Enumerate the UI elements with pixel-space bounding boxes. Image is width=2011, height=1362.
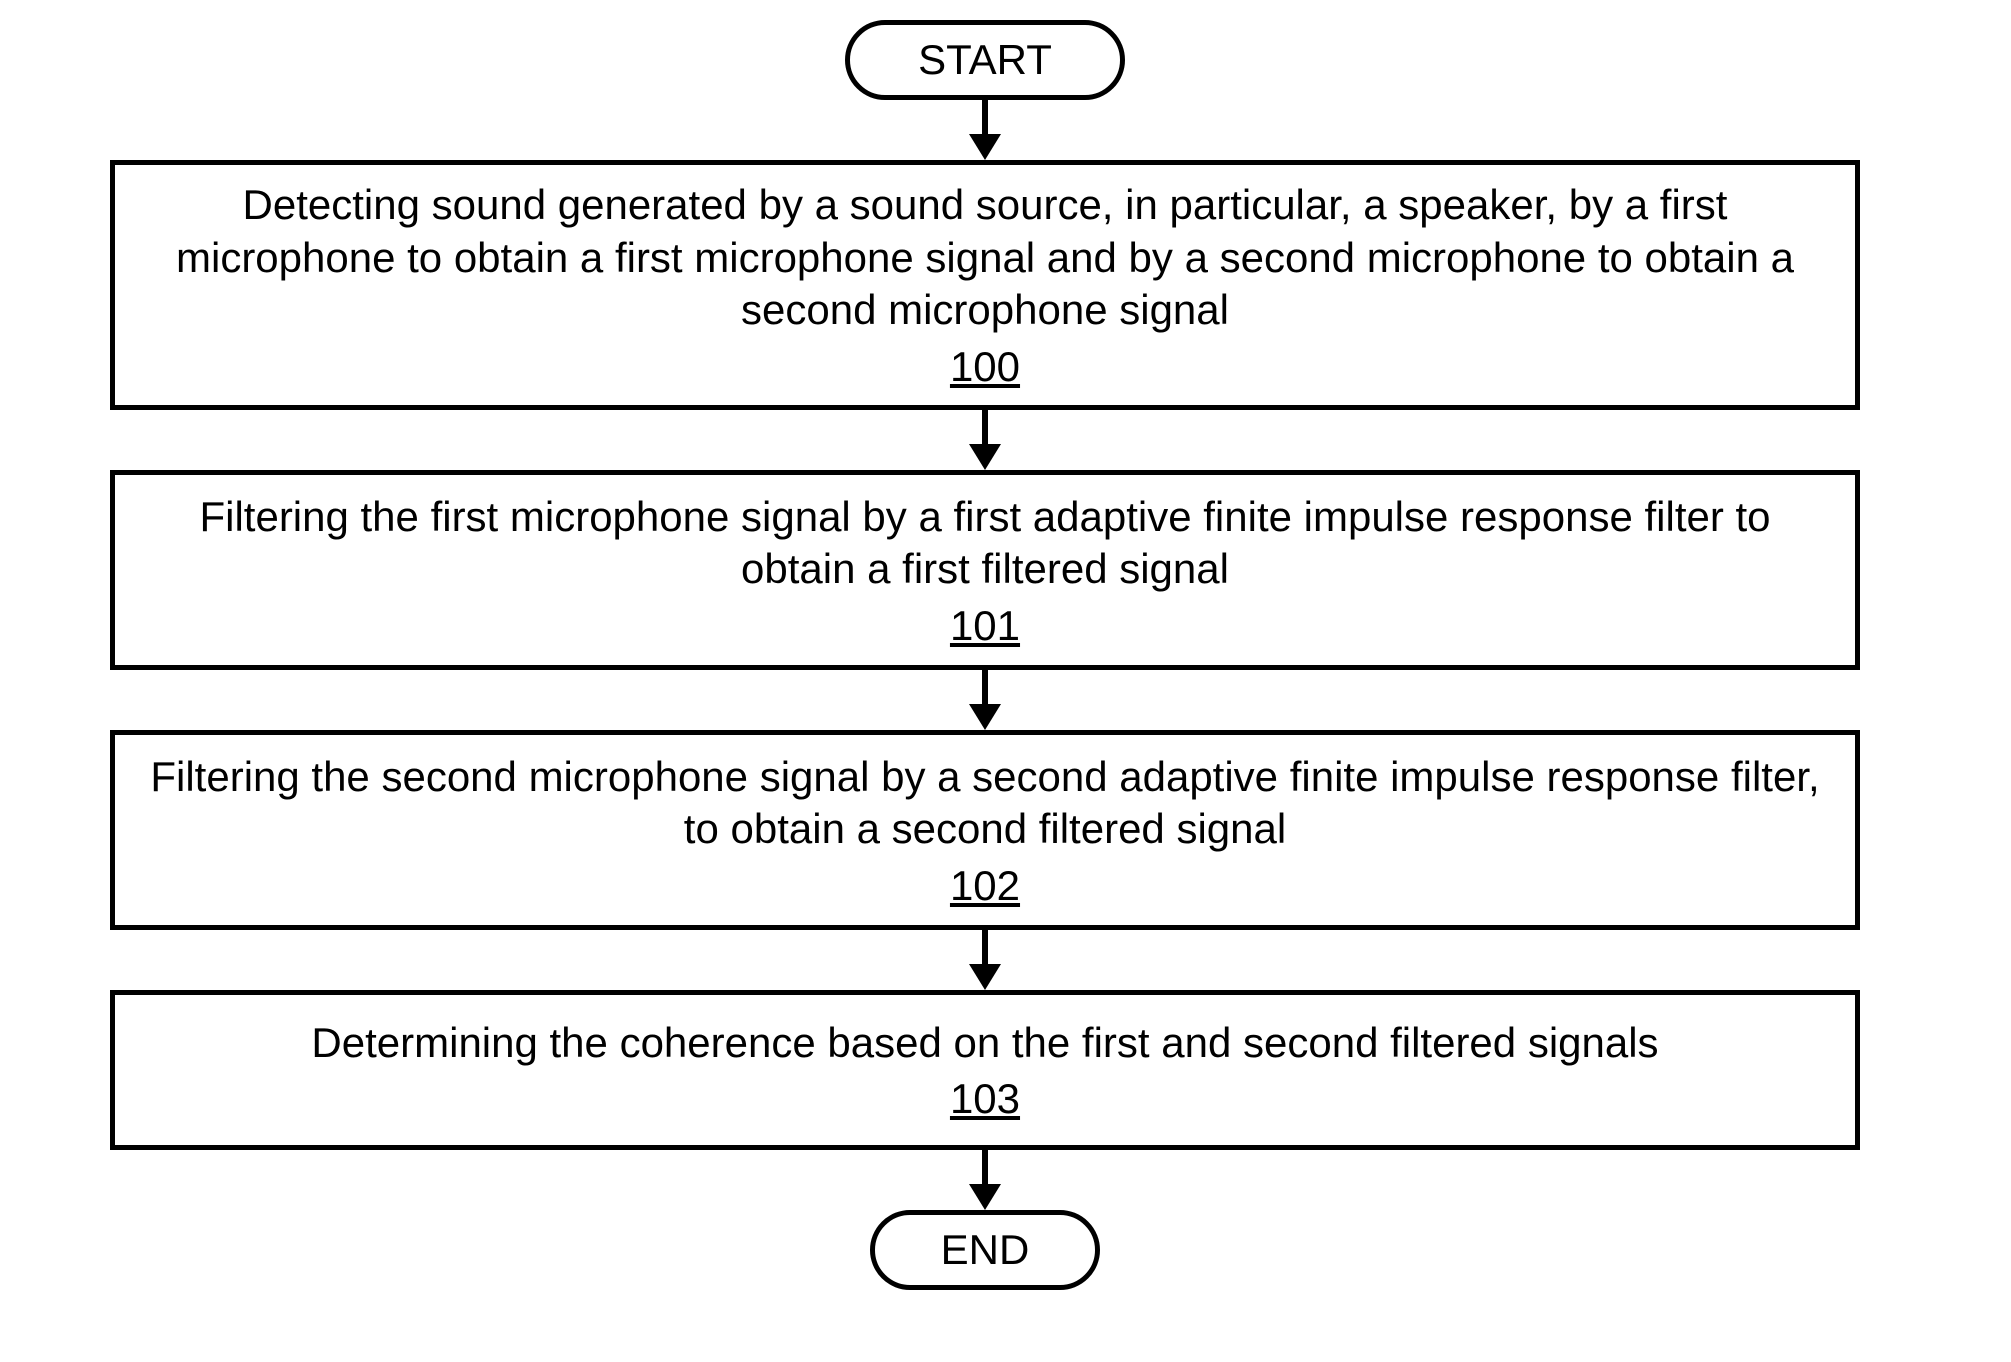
terminator-end: END bbox=[870, 1210, 1100, 1290]
process-103-ref: 103 bbox=[950, 1075, 1020, 1123]
arrow-line bbox=[982, 1150, 988, 1186]
arrow-head bbox=[969, 964, 1001, 990]
arrow-line bbox=[982, 410, 988, 446]
process-102-text: Filtering the second microphone signal b… bbox=[145, 751, 1825, 856]
arrow-head bbox=[969, 704, 1001, 730]
process-102: Filtering the second microphone signal b… bbox=[110, 730, 1860, 930]
process-101-ref: 101 bbox=[950, 602, 1020, 650]
arrow-head bbox=[969, 134, 1001, 160]
arrow-line bbox=[982, 670, 988, 706]
arrow-line bbox=[982, 930, 988, 966]
process-103-text: Determining the coherence based on the f… bbox=[311, 1017, 1658, 1070]
process-100-text: Detecting sound generated by a sound sou… bbox=[145, 179, 1825, 337]
arrow-head bbox=[969, 444, 1001, 470]
arrow-line bbox=[982, 100, 988, 136]
terminator-end-label: END bbox=[941, 1226, 1030, 1274]
terminator-start-label: START bbox=[918, 36, 1052, 84]
flowchart-canvas: START Detecting sound generated by a sou… bbox=[0, 0, 2011, 1362]
process-103: Determining the coherence based on the f… bbox=[110, 990, 1860, 1150]
process-100-ref: 100 bbox=[950, 343, 1020, 391]
terminator-start: START bbox=[845, 20, 1125, 100]
process-102-ref: 102 bbox=[950, 862, 1020, 910]
process-101: Filtering the first microphone signal by… bbox=[110, 470, 1860, 670]
arrow-head bbox=[969, 1184, 1001, 1210]
process-100: Detecting sound generated by a sound sou… bbox=[110, 160, 1860, 410]
process-101-text: Filtering the first microphone signal by… bbox=[145, 491, 1825, 596]
